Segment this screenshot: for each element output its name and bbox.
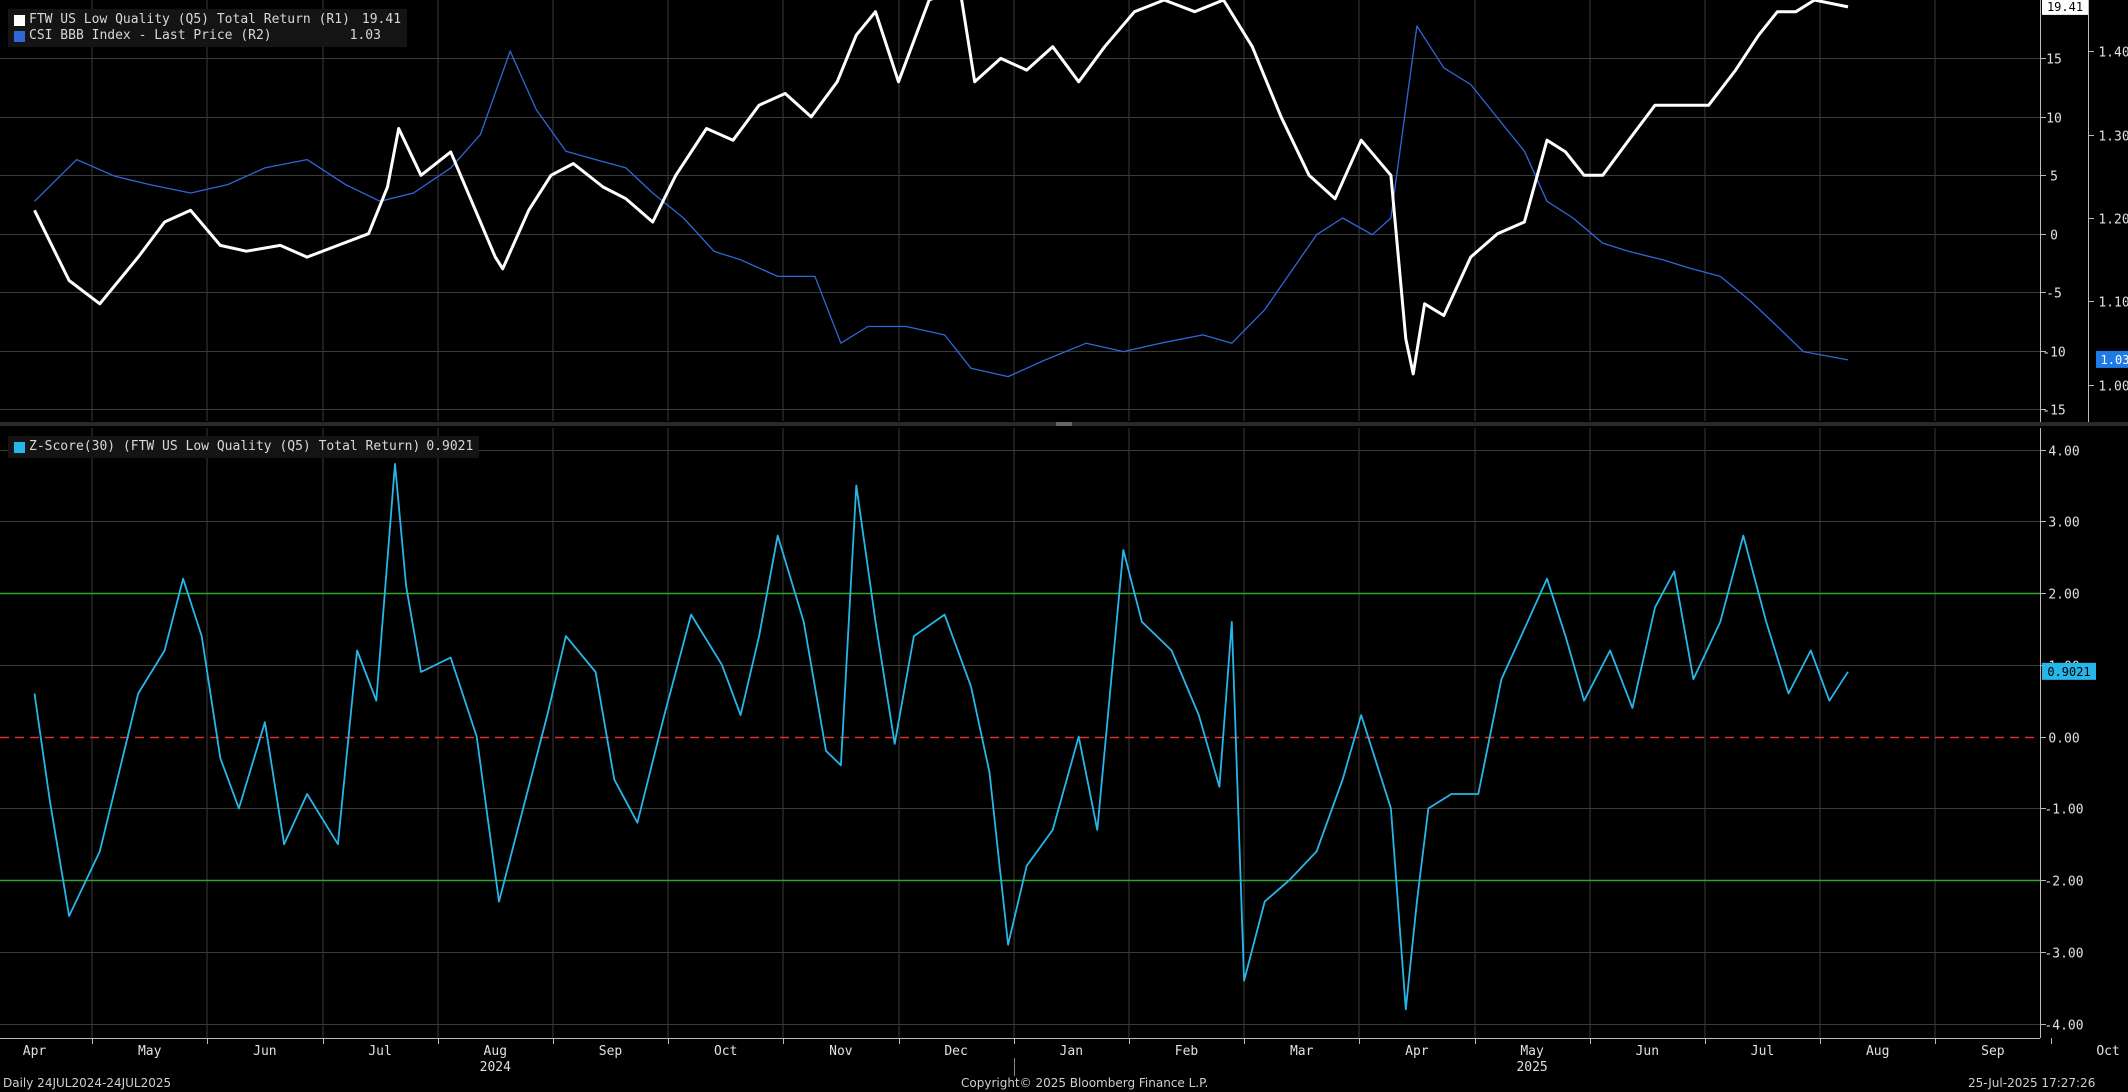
zscore-tick-label: 2.00 xyxy=(2048,588,2079,603)
r2-tick-label: 1.10 xyxy=(2098,296,2128,311)
x-year-label: 2025 xyxy=(1516,1060,1547,1075)
chart-labels: 19.41 1.03 0.9021 xyxy=(2042,0,2128,680)
legend-entry-white: FTW US Low Quality (Q5) Total Return (R1… xyxy=(14,12,401,28)
r1-tick-label: 10 xyxy=(2046,112,2062,127)
panel-divider-handle xyxy=(1056,422,1072,426)
zscore-tick-label: 4.00 xyxy=(2048,445,2079,460)
zscore-tick-label: -1.00 xyxy=(2044,803,2083,818)
x-tick-label-may: May xyxy=(138,1044,162,1059)
last-value-tag-csi-box xyxy=(2096,350,2128,368)
x-tick-label-jun: Jun xyxy=(1636,1044,1659,1059)
series-line-zscore xyxy=(33,463,1849,1011)
legend-value-white: 19.41 xyxy=(361,12,402,27)
r1-tick-label: -5 xyxy=(2046,287,2062,302)
x-tick-label-oct: Oct xyxy=(2096,1044,2119,1059)
x-tick-label-apr: Apr xyxy=(1405,1044,1429,1059)
r2-tick-label: 1.40 xyxy=(2098,46,2128,61)
last-value-tag-zscore: 0.9021 xyxy=(2047,665,2090,679)
x-tick-label-feb: Feb xyxy=(1175,1044,1199,1059)
zscore-tick-label: -2.00 xyxy=(2044,875,2083,890)
legend-swatch-blue xyxy=(14,30,25,42)
footer-copyright: Copyright© 2025 Bloomberg Finance L.P. xyxy=(961,1076,1209,1090)
x-year-label: 2024 xyxy=(480,1060,511,1075)
legend-entry-blue: CSI BBB Index - Last Price (R2) 1.03 xyxy=(14,28,401,44)
x-tick-label-jun: Jun xyxy=(253,1044,276,1059)
footer-range: Daily 24JUL2024-24JUL2025 xyxy=(3,1076,172,1090)
last-value-tag-csi: 1.03 xyxy=(2101,353,2128,367)
legend-label-zscore: Z-Score(30) (FTW US Low Quality (Q5) Tot… xyxy=(29,439,421,454)
lower-legend: Z-Score(30) (FTW US Low Quality (Q5) Tot… xyxy=(8,436,480,458)
x-tick-label-nov: Nov xyxy=(829,1044,853,1059)
chart-series xyxy=(33,0,1849,1011)
r2-tick-label: 1.00 xyxy=(2098,380,2128,395)
legend-swatch-white xyxy=(14,14,25,26)
r2-tick-label: 1.20 xyxy=(2098,213,2128,228)
legend-label-blue: CSI BBB Index - Last Price (R2) xyxy=(29,28,272,43)
last-value-tag-ftw: 19.41 xyxy=(2047,0,2083,14)
r1-tick-label: -10 xyxy=(2042,346,2065,361)
x-tick-label-dec: Dec xyxy=(944,1044,967,1059)
x-tick-label-jul: Jul xyxy=(368,1044,391,1059)
x-tick-label-aug: Aug xyxy=(1866,1044,1889,1059)
x-tick-label-mar: Mar xyxy=(1290,1044,1314,1059)
r2-tick-label: 1.30 xyxy=(2098,130,2128,145)
legend-entry-zscore: Z-Score(30) (FTW US Low Quality (Q5) Tot… xyxy=(14,439,473,455)
r1-tick-label: -15 xyxy=(2042,404,2065,419)
zscore-tick-label: -4.00 xyxy=(2044,1019,2083,1034)
x-tick-label-jan: Jan xyxy=(1060,1044,1083,1059)
x-tick-label-aug: Aug xyxy=(484,1044,507,1059)
r1-tick-label: 5 xyxy=(2050,170,2058,185)
series-line-ftw-low-quality xyxy=(33,0,1849,376)
zscore-tick-label: 3.00 xyxy=(2048,516,2079,531)
x-tick-label-sep: Sep xyxy=(599,1044,623,1059)
x-tick-label-jul: Jul xyxy=(1751,1044,1774,1059)
upper-legend: FTW US Low Quality (Q5) Total Return (R1… xyxy=(8,9,408,47)
zscore-tick-label: 0.00 xyxy=(2048,732,2079,747)
zscore-tick-label: -3.00 xyxy=(2044,947,2083,962)
upper-panel-grid xyxy=(0,0,2040,421)
r1-tick-label: 15 xyxy=(2046,53,2062,68)
lower-panel-grid xyxy=(0,428,2040,1038)
x-tick-label-apr: Apr xyxy=(23,1044,47,1059)
last-value-tag-zscore-box xyxy=(2042,662,2096,680)
x-tick-label-may: May xyxy=(1520,1044,1544,1059)
r1-tick-label: 0 xyxy=(2050,229,2058,244)
x-tick-label-oct: Oct xyxy=(714,1044,737,1059)
last-value-tag-ftw-box xyxy=(2042,0,2088,15)
legend-value-zscore: 0.9021 xyxy=(426,439,474,454)
series-line-csi-bbb xyxy=(34,25,1849,378)
legend-label-white: FTW US Low Quality (Q5) Total Return (R1… xyxy=(29,12,350,27)
x-tick-label-sep: Sep xyxy=(1981,1044,2005,1059)
footer-timestamp: 25-Jul-2025 17:27:26 xyxy=(1968,1076,2096,1090)
legend-swatch-zscore xyxy=(14,441,25,453)
legend-value-blue: 1.03 xyxy=(349,28,381,43)
